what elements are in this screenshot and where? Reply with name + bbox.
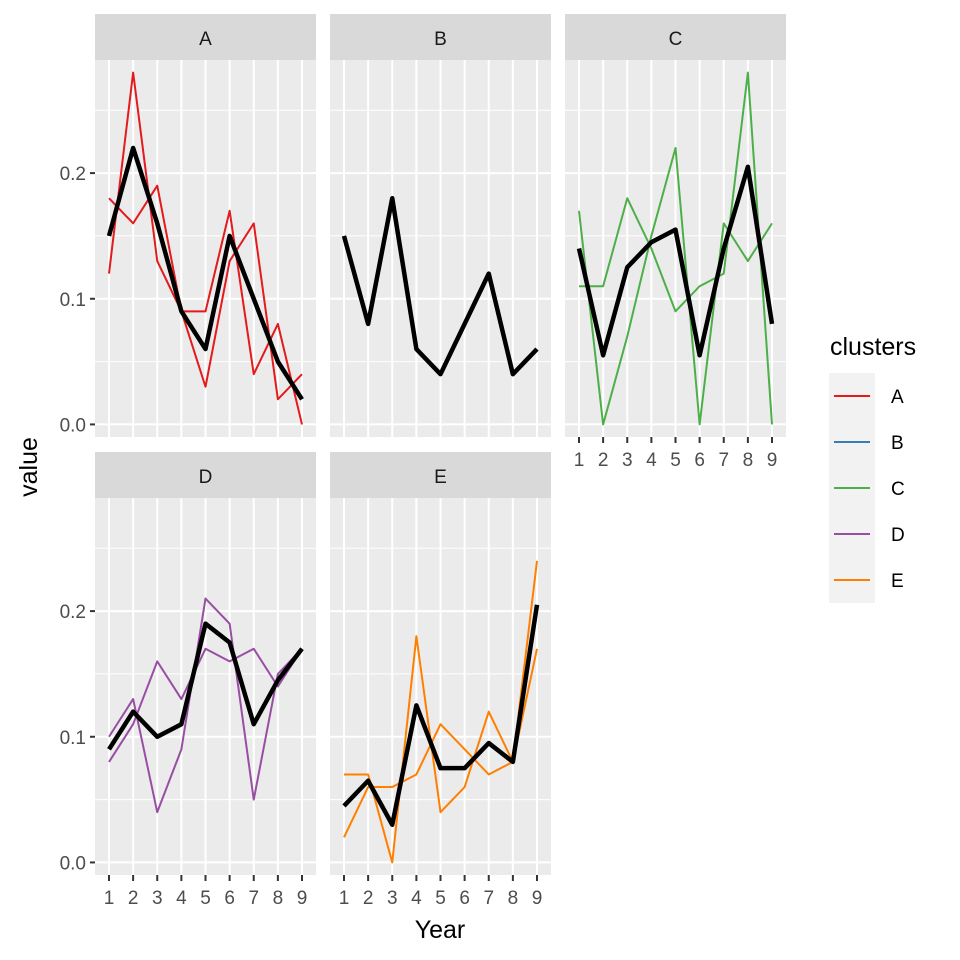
strip-label-e: E xyxy=(434,467,447,488)
x-tick-label: 8 xyxy=(508,888,519,909)
strip-label-c: C xyxy=(669,29,683,50)
mean-line-c xyxy=(576,164,775,358)
y-tick-label: 0.0 xyxy=(60,415,86,436)
x-tick-label: 2 xyxy=(363,888,374,909)
facet-panel-a: A 0.0 0.1 0.2 xyxy=(60,14,316,437)
strip-d xyxy=(95,452,316,498)
y-tick-label: 0.1 xyxy=(60,290,86,311)
x-tick-label: 6 xyxy=(694,450,705,471)
strip-c xyxy=(565,14,786,60)
x-tick-label: 9 xyxy=(297,888,308,909)
series-line-e-1 xyxy=(344,560,538,864)
mean-line-d xyxy=(107,621,304,751)
x-tick-label: 5 xyxy=(435,888,446,909)
legend-title: clusters xyxy=(830,333,916,361)
facet-panels: A0.00.10.2B C1 2 3 4 5 6 7 8 9D0.00.10.21 2 3 4 5 6 7 8 9… xyxy=(60,14,786,909)
x-tick-label: 4 xyxy=(646,450,657,471)
legend-label-a: A xyxy=(891,387,904,408)
series-line-c-2 xyxy=(579,71,773,425)
x-tick-label: 6 xyxy=(224,888,235,909)
series-line-c-1 xyxy=(578,146,773,426)
x-tick-label: 9 xyxy=(767,450,778,471)
y-tick-label: 0.2 xyxy=(60,602,86,623)
x-tick-label: 6 xyxy=(459,888,470,909)
x-axis-title: Year xyxy=(415,916,466,944)
mean-line-a xyxy=(106,145,304,401)
y-tick-label: 0.0 xyxy=(60,853,86,874)
strip-label-d: D xyxy=(199,467,213,488)
series-line-e-2 xyxy=(343,648,538,838)
x-tick-label: 1 xyxy=(574,450,585,471)
facet-panel-b: B xyxy=(330,14,551,437)
legend-label-b: B xyxy=(891,433,904,454)
facet-panel-c: C 1 2 3 4 5 6 7 8 9 xyxy=(565,14,786,471)
facet-panel-d: D 0.0 0.1 0.2 1 2 3 4 5 6 7 8 9 xyxy=(60,452,316,909)
strip-b xyxy=(330,14,551,60)
strip-e xyxy=(330,452,551,498)
x-tick-label: 2 xyxy=(128,888,139,909)
series-line-d-2 xyxy=(108,647,303,763)
x-tick-label: 7 xyxy=(483,888,494,909)
x-tick-label: 8 xyxy=(743,450,754,471)
x-tick-label: 9 xyxy=(532,888,543,909)
legend: clusters A B C D E xyxy=(829,333,916,603)
x-tick-label: 3 xyxy=(622,450,633,471)
y-tick-label: 0.2 xyxy=(60,164,86,185)
x-tick-label: 4 xyxy=(411,888,422,909)
strip-a xyxy=(95,14,316,60)
y-axis-title: value xyxy=(15,437,43,497)
x-tick-label: 2 xyxy=(598,450,609,471)
mean-line-e xyxy=(342,604,540,827)
x-tick-label: 8 xyxy=(273,888,284,909)
x-tick-label: 3 xyxy=(152,888,163,909)
y-tick-label: 0.1 xyxy=(60,728,86,749)
mean-line-b xyxy=(341,195,539,377)
x-tick-label: 1 xyxy=(339,888,350,909)
legend-label-d: D xyxy=(891,525,905,546)
strip-label-b: B xyxy=(434,29,447,50)
legend-label-e: E xyxy=(891,571,904,592)
x-tick-label: 7 xyxy=(248,888,259,909)
legend-label-c: C xyxy=(891,479,905,500)
x-tick-label: 5 xyxy=(200,888,211,909)
facet-panel-e: E 1 2 3 4 5 6 7 8 9 xyxy=(330,452,551,909)
x-tick-label: 3 xyxy=(387,888,398,909)
x-tick-label: 5 xyxy=(670,450,681,471)
series-line-d-1 xyxy=(108,597,303,814)
x-tick-label: 1 xyxy=(104,888,115,909)
strip-label-a: A xyxy=(199,29,212,50)
x-tick-label: 4 xyxy=(176,888,187,909)
x-tick-label: 7 xyxy=(718,450,729,471)
